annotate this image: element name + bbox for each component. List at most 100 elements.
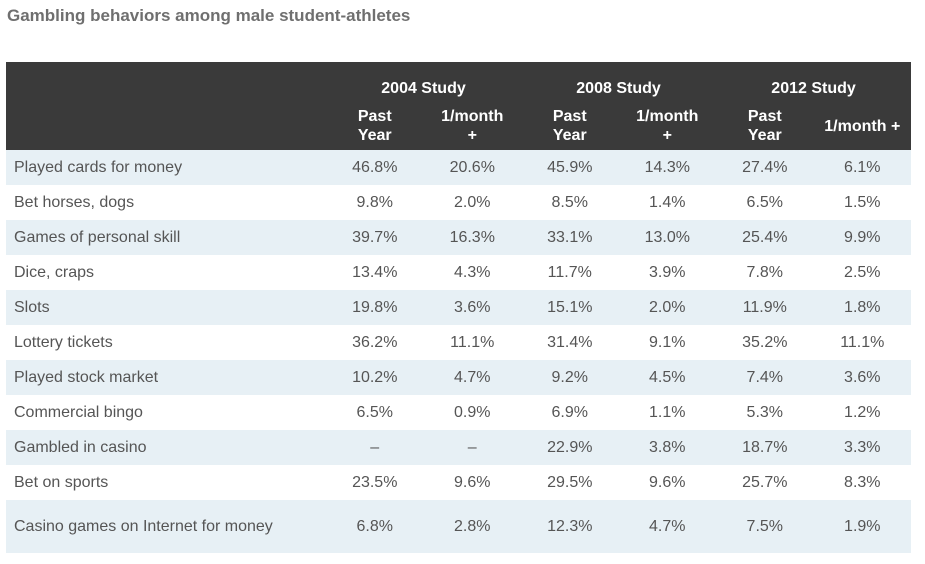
cell-value: 4.7% [619, 500, 717, 553]
cell-value: 11.1% [424, 325, 522, 360]
table-row: Bet on sports 23.5% 9.6% 29.5% 9.6% 25.7% 8.3% [6, 465, 911, 500]
gambling-table: 2004 Study 2008 Study 2012 Study Past Yea… [6, 62, 911, 553]
cell-value: 2.5% [814, 255, 912, 290]
cell-value: 6.5% [326, 395, 424, 430]
row-label: Lottery tickets [6, 325, 326, 360]
cell-value: – [326, 430, 424, 465]
cell-value: 29.5% [521, 465, 619, 500]
cell-value: 7.4% [716, 360, 814, 395]
page-title: Gambling behaviors among male student-at… [7, 6, 410, 26]
subheader-monthly: 1/month + [814, 102, 912, 150]
cell-value: 35.2% [716, 325, 814, 360]
row-label: Bet on sports [6, 465, 326, 500]
cell-value: 6.1% [814, 150, 912, 185]
row-label: Played cards for money [6, 150, 326, 185]
cell-value: 25.7% [716, 465, 814, 500]
table-row: Bet horses, dogs 9.8% 2.0% 8.5% 1.4% 6.5% 1.5% [6, 185, 911, 220]
cell-value: 45.9% [521, 150, 619, 185]
cell-value: 13.0% [619, 220, 717, 255]
cell-value: 20.6% [424, 150, 522, 185]
cell-value: 23.5% [326, 465, 424, 500]
row-label: Dice, craps [6, 255, 326, 290]
row-label: Gambled in casino [6, 430, 326, 465]
cell-value: 11.7% [521, 255, 619, 290]
cell-value: 6.9% [521, 395, 619, 430]
cell-value: 11.9% [716, 290, 814, 325]
cell-value: 3.9% [619, 255, 717, 290]
table-row: Played stock market 10.2% 4.7% 9.2% 4.5% 7.4%… [6, 360, 911, 395]
cell-value: 9.2% [521, 360, 619, 395]
row-label: Commercial bingo [6, 395, 326, 430]
cell-value: 5.3% [716, 395, 814, 430]
cell-value: 36.2% [326, 325, 424, 360]
cell-value: 12.3% [521, 500, 619, 553]
cell-value: 8.5% [521, 185, 619, 220]
cell-value: 1.5% [814, 185, 912, 220]
table-body: Played cards for money 46.8% 20.6% 45.9% 14.… [6, 150, 911, 553]
header-blank [6, 62, 326, 102]
cell-value: 2.0% [424, 185, 522, 220]
cell-value: 27.4% [716, 150, 814, 185]
cell-value: – [424, 430, 522, 465]
cell-value: 1.4% [619, 185, 717, 220]
cell-value: 4.3% [424, 255, 522, 290]
cell-value: 1.2% [814, 395, 912, 430]
cell-value: 3.6% [814, 360, 912, 395]
cell-value: 11.1% [814, 325, 912, 360]
table-row: Played cards for money 46.8% 20.6% 45.9% 14.… [6, 150, 911, 185]
cell-value: 4.7% [424, 360, 522, 395]
subheader-blank [6, 102, 326, 150]
cell-value: 1.8% [814, 290, 912, 325]
row-label: Games of personal skill [6, 220, 326, 255]
row-label: Casino games on Internet for money [6, 500, 326, 553]
cell-value: 15.1% [521, 290, 619, 325]
cell-value: 9.1% [619, 325, 717, 360]
row-label: Played stock market [6, 360, 326, 395]
cell-value: 3.8% [619, 430, 717, 465]
cell-value: 22.9% [521, 430, 619, 465]
cell-value: 14.3% [619, 150, 717, 185]
cell-value: 46.8% [326, 150, 424, 185]
row-label: Slots [6, 290, 326, 325]
cell-value: 16.3% [424, 220, 522, 255]
cell-value: 25.4% [716, 220, 814, 255]
cell-value: 18.7% [716, 430, 814, 465]
cell-value: 4.5% [619, 360, 717, 395]
table-row: Gambled in casino – –22.9% 3.8% 18.7% 3.3% [6, 430, 911, 465]
table-row: Dice, craps 13.4% 4.3% 11.7% 3.9% 7.8% 2.5% [6, 255, 911, 290]
table-row: Lottery tickets 36.2% 11.1% 31.4% 9.1% 35.2% 1… [6, 325, 911, 360]
cell-value: 7.5% [716, 500, 814, 553]
cell-value: 13.4% [326, 255, 424, 290]
cell-value: 9.6% [619, 465, 717, 500]
cell-value: 1.9% [814, 500, 912, 553]
study-header-2012: 2012 Study [716, 62, 911, 102]
cell-value: 7.8% [716, 255, 814, 290]
cell-value: 39.7% [326, 220, 424, 255]
subheader-monthly: 1/month + [619, 102, 717, 150]
cell-value: 1.1% [619, 395, 717, 430]
table-row: Casino games on Internet for money 6.8% 2.… [6, 500, 911, 553]
study-header-2008: 2008 Study [521, 62, 716, 102]
cell-value: 33.1% [521, 220, 619, 255]
cell-value: 3.3% [814, 430, 912, 465]
cell-value: 9.6% [424, 465, 522, 500]
table-row: Slots 19.8% 3.6% 15.1% 2.0% 11.9% 1.8% [6, 290, 911, 325]
cell-value: 9.8% [326, 185, 424, 220]
table-row: Games of personal skill 39.7% 16.3% 33.1% 13… [6, 220, 911, 255]
cell-value: 19.8% [326, 290, 424, 325]
cell-value: 2.0% [619, 290, 717, 325]
subheader-monthly: 1/month + [424, 102, 522, 150]
subheader-past-year: Past Year [521, 102, 619, 150]
study-header-row: 2004 Study 2008 Study 2012 Study [6, 62, 911, 102]
cell-value: 3.6% [424, 290, 522, 325]
cell-value: 10.2% [326, 360, 424, 395]
cell-value: 9.9% [814, 220, 912, 255]
subheader-past-year: Past Year [716, 102, 814, 150]
row-label: Bet horses, dogs [6, 185, 326, 220]
cell-value: 0.9% [424, 395, 522, 430]
cell-value: 2.8% [424, 500, 522, 553]
cell-value: 8.3% [814, 465, 912, 500]
cell-value: 6.8% [326, 500, 424, 553]
cell-value: 6.5% [716, 185, 814, 220]
subheader-row: Past Year 1/month + Past Year 1/month + Past… [6, 102, 911, 150]
